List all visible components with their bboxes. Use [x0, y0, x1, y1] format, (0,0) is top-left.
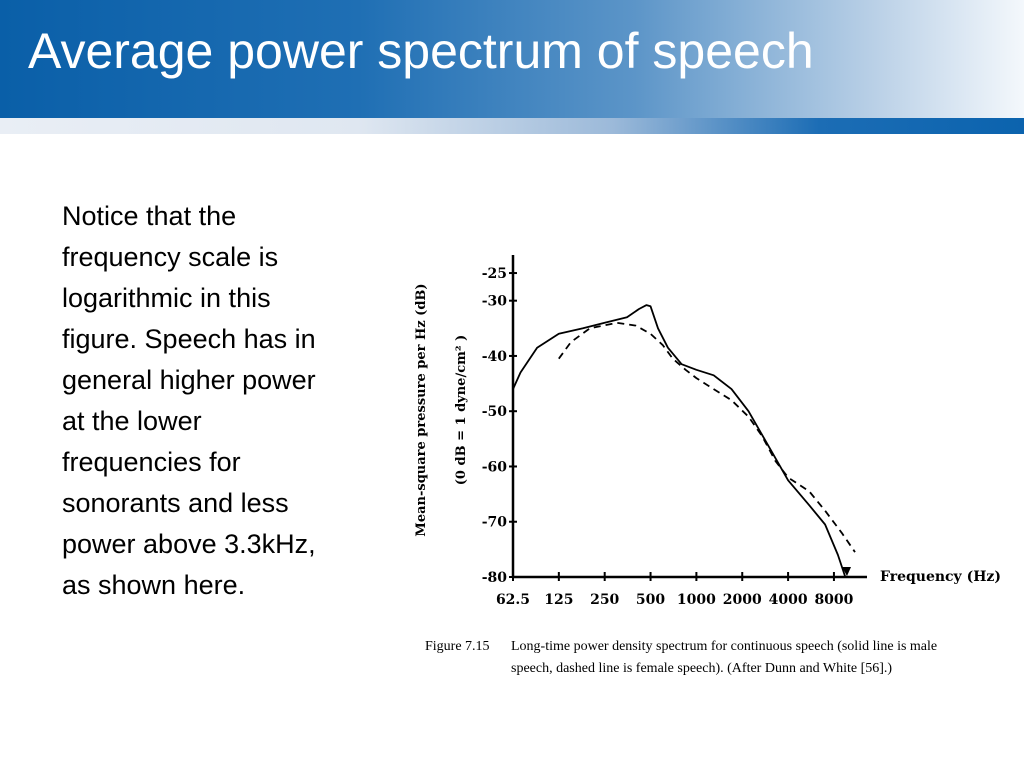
spectrum-chart: Mean-square pressure per Hz (dB) (0 dB =…: [414, 255, 1001, 608]
header-bar: [0, 0, 1024, 118]
y-axis-sublabel: (0 dB = 1 dyne/cm² ): [454, 335, 469, 485]
y-axis-label-group: Mean-square pressure per Hz (dB) (0 dB =…: [414, 283, 469, 536]
caption-line1: Long-time power density spectrum for con…: [511, 639, 938, 654]
x-axis-label: Frequency (Hz): [880, 569, 1001, 585]
x-tick-label: 2000: [723, 592, 762, 608]
y-tick-label: -70: [482, 515, 508, 531]
header-stripe: [0, 118, 1024, 134]
figure-caption: Figure 7.15 Long-time power density spect…: [425, 636, 1015, 680]
y-tick-label: -60: [482, 459, 508, 475]
y-tick-label: -80: [482, 570, 508, 586]
solid-series-line: [512, 304, 847, 578]
x-tick-label: 250: [590, 592, 619, 608]
caption-line2: speech, dashed line is female speech). (…: [511, 661, 893, 676]
y-tick-label: -25: [482, 266, 507, 282]
x-tick-label: 4000: [769, 592, 808, 608]
x-tick-label: 1000: [677, 592, 716, 608]
dashed-series-line: [558, 321, 856, 553]
slide-title: Average power spectrum of speech: [28, 23, 814, 79]
y-tick-label: -50: [482, 404, 508, 420]
x-tick-label: 500: [636, 592, 665, 608]
y-tick-label: -40: [482, 349, 508, 365]
x-tick-label: 125: [544, 592, 573, 608]
axis-arrow-marker: [842, 567, 851, 576]
x-tick-label: 62.5: [496, 592, 530, 608]
y-axis-label: Mean-square pressure per Hz (dB): [414, 283, 429, 536]
y-tick-label: -30: [482, 294, 508, 310]
caption-label: Figure 7.15: [425, 639, 490, 654]
x-tick-label: 8000: [814, 592, 853, 608]
slide-body-text: Notice that the frequency scale is logar…: [62, 201, 316, 600]
